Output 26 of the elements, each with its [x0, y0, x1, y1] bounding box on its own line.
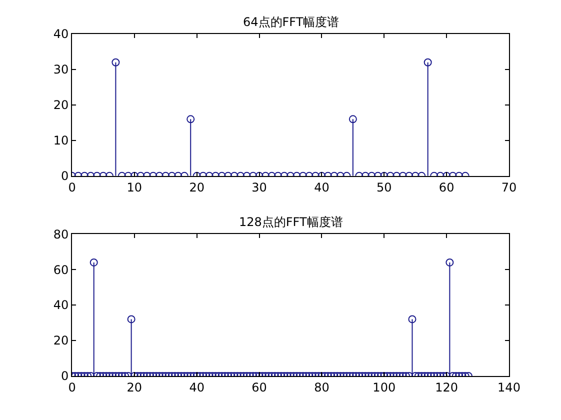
- x-tick-label: 40: [189, 380, 204, 394]
- y-tick-label: 40: [53, 27, 69, 42]
- x-tick-label: 10: [126, 180, 142, 194]
- y-tick-label: 0: [60, 169, 69, 184]
- y-tick-label: 20: [53, 98, 69, 112]
- x-tick-label: 30: [252, 180, 267, 194]
- y-tick-label: 30: [53, 62, 69, 77]
- x-tick-label: 140: [498, 380, 520, 394]
- y-tick-label: 40: [53, 298, 69, 312]
- chart-title: 128点的FFT幅度谱: [239, 215, 343, 229]
- x-tick-label: 80: [314, 380, 330, 394]
- x-tick-label: 100: [372, 380, 396, 394]
- chart-title: 64点的FFT幅度谱: [243, 15, 340, 29]
- x-tick-label: 120: [435, 380, 458, 394]
- x-tick-label: 20: [126, 380, 142, 394]
- x-tick-label: 70: [501, 180, 517, 194]
- y-tick-label: 10: [53, 134, 69, 148]
- x-tick-label: 40: [314, 180, 330, 194]
- y-tick-label: 20: [53, 334, 69, 348]
- x-tick-label: 20: [189, 180, 204, 194]
- x-tick-label: 50: [376, 180, 392, 194]
- x-tick-label: 60: [438, 180, 454, 194]
- y-tick-label: 60: [53, 262, 69, 277]
- y-tick-label: 80: [53, 227, 69, 242]
- y-tick-label: 0: [60, 369, 69, 384]
- x-tick-label: 60: [252, 380, 267, 394]
